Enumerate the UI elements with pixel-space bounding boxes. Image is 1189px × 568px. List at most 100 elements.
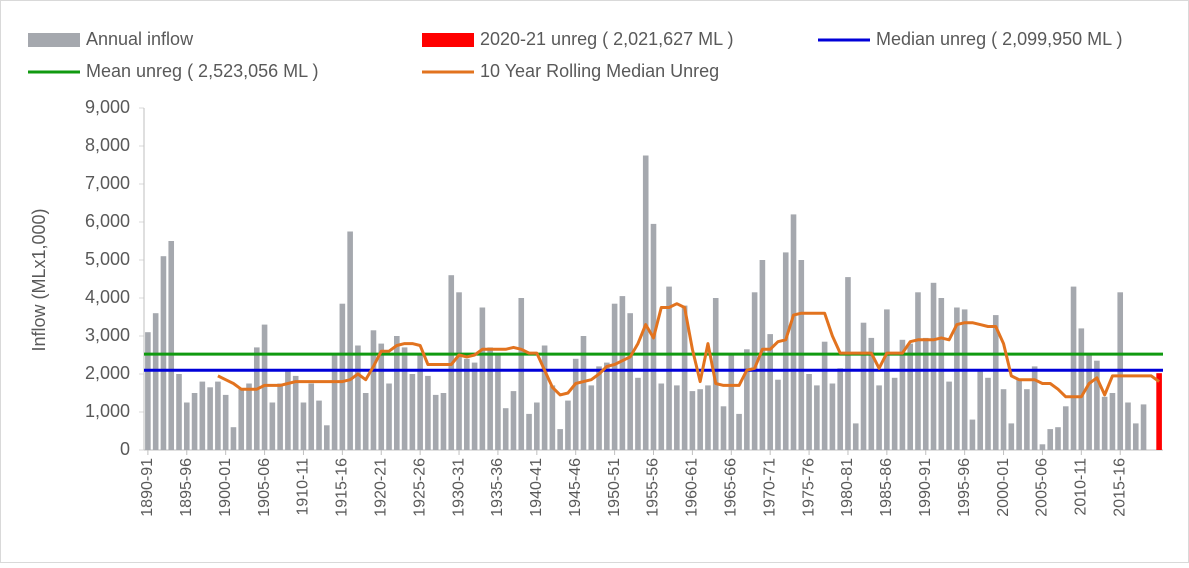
bar (277, 383, 283, 450)
bar (253, 347, 260, 450)
bar (666, 286, 672, 450)
bar (930, 282, 937, 450)
y-tick-label: 4,000 (85, 287, 130, 307)
bar (572, 358, 579, 450)
bar (1016, 379, 1022, 450)
bar (1125, 402, 1131, 450)
bar (1062, 406, 1069, 450)
x-tick-label: 1965-66 (723, 458, 740, 517)
bar (837, 368, 843, 450)
bar (1156, 373, 1162, 450)
bar (308, 383, 315, 450)
x-tick-label: 1935-36 (489, 458, 506, 517)
x-tick-label: 2015-16 (1111, 458, 1128, 517)
bar (347, 231, 353, 450)
bar (355, 345, 361, 450)
bar (627, 313, 633, 450)
bar (331, 355, 338, 450)
bar (922, 337, 929, 450)
bar (891, 377, 898, 450)
bar (541, 345, 548, 450)
bar (292, 375, 299, 450)
bar (300, 402, 307, 450)
bar (487, 347, 493, 450)
bar (604, 362, 610, 450)
bar (1055, 427, 1061, 450)
bar (705, 385, 711, 450)
bar (557, 429, 563, 450)
x-tick-label: 1995-96 (956, 458, 973, 517)
bar (1008, 423, 1015, 450)
bar (440, 393, 447, 450)
bar (868, 337, 875, 450)
bar (1101, 396, 1108, 450)
y-tick-label: 3,000 (85, 325, 130, 345)
bar (876, 385, 882, 450)
bar (183, 402, 190, 450)
bar (495, 353, 501, 450)
y-tick-label: 2,000 (85, 363, 130, 383)
bar (339, 303, 346, 450)
bar (145, 332, 151, 450)
x-tick-label: 2010-11 (1073, 458, 1090, 516)
legend-swatch (28, 33, 80, 47)
bar (432, 394, 439, 450)
bar (829, 383, 836, 450)
legend-label: Mean unreg ( 2,523,056 ML ) (86, 61, 318, 81)
bar (689, 391, 696, 450)
legend-label: 2020-21 unreg ( 2,021,627 ML ) (480, 29, 734, 49)
bar (1000, 389, 1007, 450)
bar (1031, 366, 1038, 450)
bar (1086, 355, 1092, 450)
bar (860, 322, 867, 450)
bar (246, 383, 252, 450)
bar (775, 379, 781, 450)
x-tick-label: 1970-71 (761, 458, 778, 517)
bar (736, 413, 742, 450)
bar (720, 406, 727, 450)
x-tick-label: 1900-01 (217, 458, 234, 517)
bar (464, 358, 470, 450)
y-tick-label: 8,000 (85, 135, 130, 155)
bar (386, 383, 392, 450)
bar (549, 385, 556, 450)
y-tick-label: 1,000 (85, 401, 130, 421)
bar (814, 385, 820, 450)
bar (938, 298, 945, 450)
x-tick-label: 1975-76 (800, 458, 817, 517)
x-tick-label: 1890-91 (139, 458, 156, 517)
bar (152, 313, 159, 450)
bar (409, 374, 416, 450)
bar (674, 385, 680, 450)
bar (471, 362, 478, 450)
bar (619, 296, 626, 450)
bar (954, 307, 960, 450)
bar (884, 309, 890, 450)
y-tick-label: 7,000 (85, 173, 130, 193)
line (217, 302, 1160, 399)
y-tick-label: 6,000 (85, 211, 130, 231)
x-tick-label: 1955-56 (645, 458, 662, 517)
bar (712, 298, 719, 450)
bar (510, 391, 517, 450)
bar (1140, 404, 1147, 450)
bar (806, 374, 812, 450)
bar (977, 370, 984, 450)
x-tick-label: 1930-31 (450, 458, 467, 517)
x-tick-label: 1950-51 (606, 458, 623, 517)
bar (394, 336, 400, 450)
x-tick-label: 1940-41 (528, 458, 545, 517)
bar (642, 155, 649, 450)
bar (852, 423, 859, 450)
bar (534, 402, 540, 450)
x-tick-label: 1990-91 (917, 458, 934, 517)
bar (611, 303, 618, 450)
bar (222, 394, 229, 450)
bar (378, 343, 385, 450)
x-tick-label: 1895-96 (178, 458, 195, 517)
bar (417, 355, 423, 450)
bar (821, 341, 828, 450)
bar (782, 252, 789, 450)
bar (961, 309, 968, 450)
